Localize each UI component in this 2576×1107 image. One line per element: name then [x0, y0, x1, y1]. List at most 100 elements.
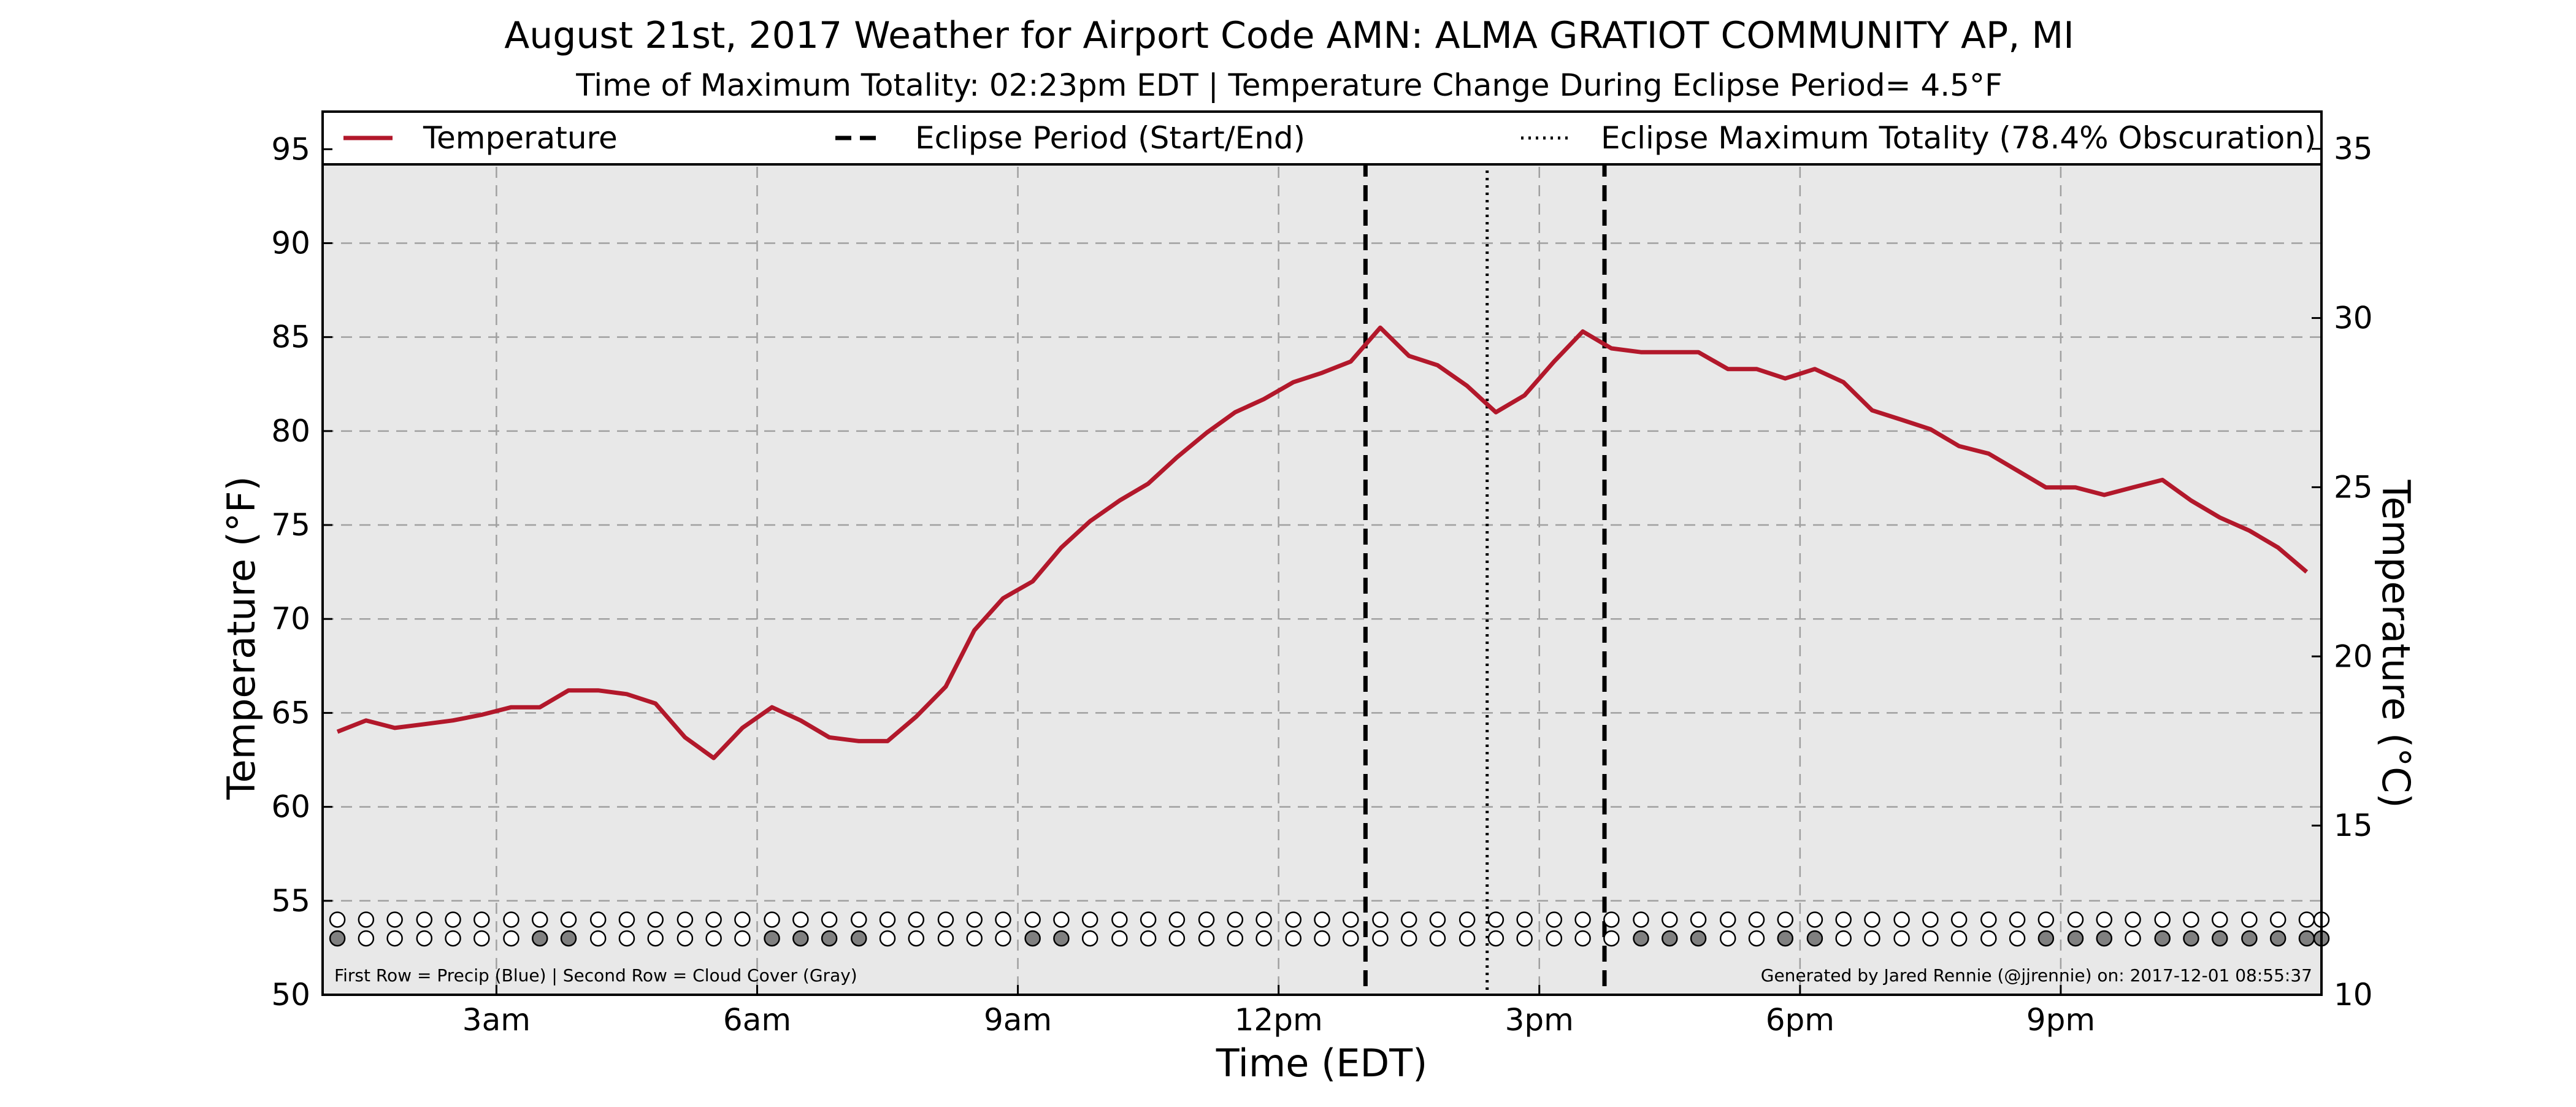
cloud-cover-marker	[358, 930, 375, 947]
y-tick-label: 85	[271, 320, 310, 355]
y-right-tick-label: 10	[2334, 977, 2373, 1013]
precip-marker	[937, 911, 954, 928]
precip-marker	[2211, 911, 2228, 928]
precip-marker	[764, 911, 780, 928]
cloud-cover-marker	[821, 930, 838, 947]
precip-marker	[1690, 911, 1707, 928]
cloud-cover-marker	[937, 930, 954, 947]
precip-marker	[2241, 911, 2258, 928]
x-tick-label: 6am	[723, 1002, 791, 1038]
precip-marker	[1719, 911, 1736, 928]
cloud-cover-marker	[705, 930, 722, 947]
precip-marker	[1081, 911, 1098, 928]
y-tick-label: 70	[271, 601, 310, 637]
precip-marker	[1487, 911, 1505, 928]
cloud-cover-marker	[1748, 930, 1765, 947]
cloud-cover-marker	[1168, 930, 1186, 947]
precip-marker	[1633, 911, 1649, 928]
cloud-cover-marker	[908, 930, 925, 947]
chart-title: August 21st, 2017 Weather for Airport Co…	[504, 14, 2074, 57]
precip-marker	[1140, 911, 1157, 928]
cloud-cover-marker	[2009, 930, 2026, 947]
precip-marker	[1429, 911, 1446, 928]
cloud-cover-marker	[2096, 930, 2113, 947]
cloud-cover-marker	[1227, 930, 1244, 947]
precip-marker	[2125, 911, 2141, 928]
x-tick-label: 6pm	[1766, 1002, 1834, 1038]
precip-marker	[879, 911, 896, 928]
y-tick-label: 80	[271, 413, 310, 449]
cloud-cover-marker	[1314, 930, 1330, 947]
cloud-cover-marker	[1893, 930, 1910, 947]
cloud-cover-marker	[647, 930, 664, 947]
precip-marker	[2037, 911, 2055, 928]
precip-marker	[908, 911, 925, 928]
grid-lines	[323, 112, 2321, 995]
precip-marker	[473, 911, 490, 928]
cloud-cover-marker	[966, 930, 983, 947]
cloud-cover-marker	[1140, 930, 1157, 947]
y-tick-label: 90	[271, 225, 310, 261]
precip-marker	[792, 911, 809, 928]
cloud-cover-marker	[2269, 930, 2287, 947]
cloud-cover-marker	[879, 930, 896, 947]
x-tick-label: 3am	[462, 1002, 531, 1038]
cloud-cover-marker	[1024, 930, 1041, 947]
cloud-cover-marker	[1255, 930, 1272, 947]
cloud-cover-marker	[1662, 930, 1678, 947]
precip-marker	[1950, 911, 1968, 928]
precip-marker	[2269, 911, 2287, 928]
footnote-left: First Row = Precip (Blue) | Second Row =…	[334, 965, 857, 986]
precip-marker	[1835, 911, 1852, 928]
precip-marker	[1227, 911, 1244, 928]
precip-marker	[358, 911, 375, 928]
x-tick-label: 3pm	[1505, 1002, 1574, 1038]
cloud-cover-marker	[531, 930, 548, 947]
cloud-cover-marker	[734, 930, 751, 947]
cloud-cover-marker	[386, 930, 403, 947]
cloud-cover-marker	[1372, 930, 1389, 947]
x-tick-label: 9pm	[2026, 1002, 2095, 1038]
cloud-cover-marker	[1516, 930, 1533, 947]
cloud-cover-marker	[1081, 930, 1098, 947]
legend-label: Temperature	[423, 120, 618, 156]
precip-marker	[1343, 911, 1359, 928]
precip-marker	[821, 911, 838, 928]
precip-marker	[1168, 911, 1186, 928]
cloud-cover-marker	[1806, 930, 1823, 947]
x-tick-label: 12pm	[1235, 1002, 1323, 1038]
legend-label: Eclipse Maximum Totality (78.4% Obscurat…	[1601, 120, 2316, 156]
precip-marker	[995, 911, 1011, 928]
cloud-cover-marker	[1198, 930, 1215, 947]
precip-marker	[1255, 911, 1272, 928]
precip-marker	[531, 911, 548, 928]
cloud-cover-marker	[1053, 930, 1070, 947]
precip-marker	[589, 911, 607, 928]
precip-marker	[1546, 911, 1563, 928]
cloud-cover-marker	[1111, 930, 1128, 947]
y-right-tick-label: 35	[2334, 131, 2373, 167]
precip-marker	[2154, 911, 2171, 928]
cloud-cover-marker	[2241, 930, 2258, 947]
axis-ticks: 50 55 60 65 70 75 80 85 90 95 3am 6am 9am 12pm 3pm 6pm 9…	[271, 131, 2372, 1038]
cloud-cover-marker	[2067, 930, 2084, 947]
y-right-tick-label: 30	[2334, 301, 2373, 336]
plot-area	[323, 112, 2321, 995]
y-tick-label: 55	[271, 883, 310, 919]
legend: Temperature Eclipse Period (Start/End) Ecl…	[343, 120, 2316, 156]
cloud-cover-marker	[1574, 930, 1591, 947]
precip-marker	[1662, 911, 1678, 928]
precip-marker	[329, 911, 346, 928]
precip-marker	[1459, 911, 1476, 928]
cloud-cover-marker	[329, 930, 346, 947]
precip-marker	[2009, 911, 2026, 928]
precip-marker	[1516, 911, 1533, 928]
cloud-cover-marker	[2037, 930, 2055, 947]
y-tick-label: 60	[271, 789, 310, 825]
precip-marker	[1980, 911, 1997, 928]
cloud-cover-marker	[473, 930, 490, 947]
plot-frame	[321, 110, 2323, 996]
cloud-cover-marker	[560, 930, 577, 947]
